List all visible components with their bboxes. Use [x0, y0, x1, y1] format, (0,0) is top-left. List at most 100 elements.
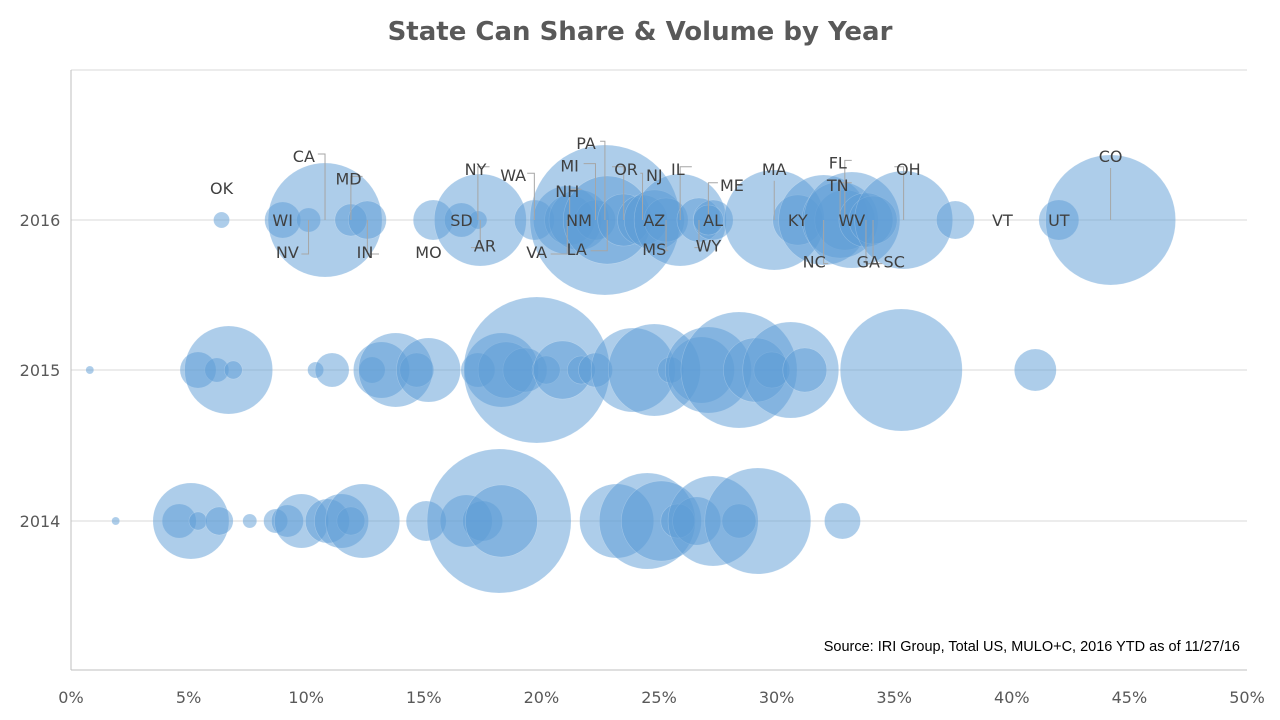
label-mo: MO [415, 243, 441, 262]
leader-tn [839, 182, 852, 220]
x-tick-3: 15% [406, 688, 442, 707]
leader-nv [301, 220, 310, 255]
bubble-2016-vt [936, 200, 975, 240]
label-ok: OK [210, 179, 234, 198]
label-leader-lines [301, 140, 1112, 265]
chart-title: State Can Share & Volume by Year [388, 17, 893, 47]
x-tick-8: 40% [994, 688, 1030, 707]
bubble-2015-32 [839, 308, 963, 432]
bubble-2015-7 [314, 352, 350, 388]
x-tick-4: 20% [524, 688, 560, 707]
label-nm: NM [566, 211, 592, 230]
label-ny: NY [465, 160, 487, 179]
leader-ga [872, 220, 883, 265]
leader-pa [600, 140, 606, 220]
label-wv: WV [838, 211, 865, 230]
leader-me [707, 182, 718, 220]
leader-in [366, 220, 379, 255]
x-tick-2: 10% [288, 688, 324, 707]
label-nv: NV [276, 243, 299, 262]
leader-fl [844, 159, 852, 220]
bubble-2014-27 [824, 502, 861, 540]
label-wy: WY [696, 237, 722, 256]
label-va: VA [526, 243, 547, 262]
label-sd: SD [450, 211, 472, 230]
x-tick-10: 50% [1229, 688, 1265, 707]
bubble-2016-ok [213, 211, 230, 229]
bubble-2015-5 [223, 360, 243, 380]
y-tick-2015: 2015 [20, 361, 61, 380]
source-annotation: Source: IRI Group, Total US, MULO+C, 201… [824, 639, 1240, 655]
label-ar: AR [474, 237, 496, 256]
leader-nc [823, 220, 829, 265]
label-al: AL [703, 211, 723, 230]
y-tick-2016: 2016 [20, 211, 61, 230]
axes [70, 70, 1247, 671]
leader-nh [569, 188, 582, 220]
label-vt: VT [992, 211, 1013, 230]
label-tn: TN [826, 176, 849, 195]
x-tick-1: 5% [176, 688, 201, 707]
label-nh: NH [555, 182, 579, 201]
x-tick-5: 25% [641, 688, 677, 707]
leader-md [350, 175, 363, 220]
label-co: CO [1099, 147, 1123, 166]
label-ky: KY [788, 211, 808, 230]
label-az: AZ [643, 211, 665, 230]
bubble-2014-13 [325, 483, 400, 559]
label-mi: MI [560, 157, 579, 176]
leader-ny [477, 166, 490, 220]
label-md: MD [335, 169, 361, 188]
label-pa: PA [576, 134, 596, 153]
label-fl: FL [829, 153, 847, 172]
label-ma: MA [762, 160, 787, 179]
label-in: IN [357, 243, 374, 262]
x-tick-7: 35% [876, 688, 912, 707]
leader-ca [317, 153, 326, 220]
leader-or [612, 166, 625, 220]
data-labels: OK WI NV CA MD IN MO SD NY AR WA VA NH NM MI LA PA OR NJ AZ… [210, 134, 1122, 271]
leader-la [590, 220, 608, 252]
leader-va [550, 220, 568, 255]
bubble-2015-31 [782, 347, 828, 393]
bubble-2014-18 [465, 484, 538, 558]
x-tick-9: 45% [1112, 688, 1148, 707]
bubble-2014-6 [242, 513, 258, 529]
y-axis-tick-labels: 2014 2015 2016 [20, 211, 61, 531]
gridlines [71, 69, 1247, 522]
leader-nj [640, 172, 644, 220]
leader-ar [470, 220, 481, 249]
bubble-2014-5 [204, 506, 234, 536]
label-ut: UT [1048, 211, 1070, 230]
label-oh: OH [896, 160, 921, 179]
label-sc: SC [884, 253, 905, 272]
label-nj: NJ [646, 166, 663, 185]
label-nc: NC [803, 253, 826, 272]
bubble-2015-33 [1014, 348, 1057, 392]
bubble-2014-1 [111, 516, 120, 526]
bubbles [85, 144, 1176, 594]
x-axis-tick-labels: 0% 5% 10% 15% 20% 25% 30% 35% 40% 45% 50% [58, 688, 1264, 707]
x-tick-0: 0% [58, 688, 83, 707]
label-la: LA [567, 240, 587, 259]
leader-oh [894, 166, 905, 220]
label-or: OR [614, 160, 638, 179]
label-me: ME [720, 176, 744, 195]
label-il: IL [671, 160, 685, 179]
leader-il [679, 166, 692, 220]
bubble-2015-12 [396, 337, 461, 403]
x-tick-6: 30% [759, 688, 795, 707]
y-tick-2014: 2014 [20, 512, 61, 531]
label-ms: MS [642, 240, 666, 259]
leader-ms [665, 220, 669, 252]
label-wa: WA [500, 166, 526, 185]
bubble-2014-4 [188, 511, 208, 531]
bubble-2015-1 [85, 365, 95, 375]
leader-wa [527, 172, 535, 220]
leader-wy [694, 220, 700, 249]
leader-mi [583, 163, 596, 220]
bubble-2014-26 [704, 467, 812, 575]
label-wi: WI [272, 211, 293, 230]
label-ga: GA [857, 253, 880, 272]
